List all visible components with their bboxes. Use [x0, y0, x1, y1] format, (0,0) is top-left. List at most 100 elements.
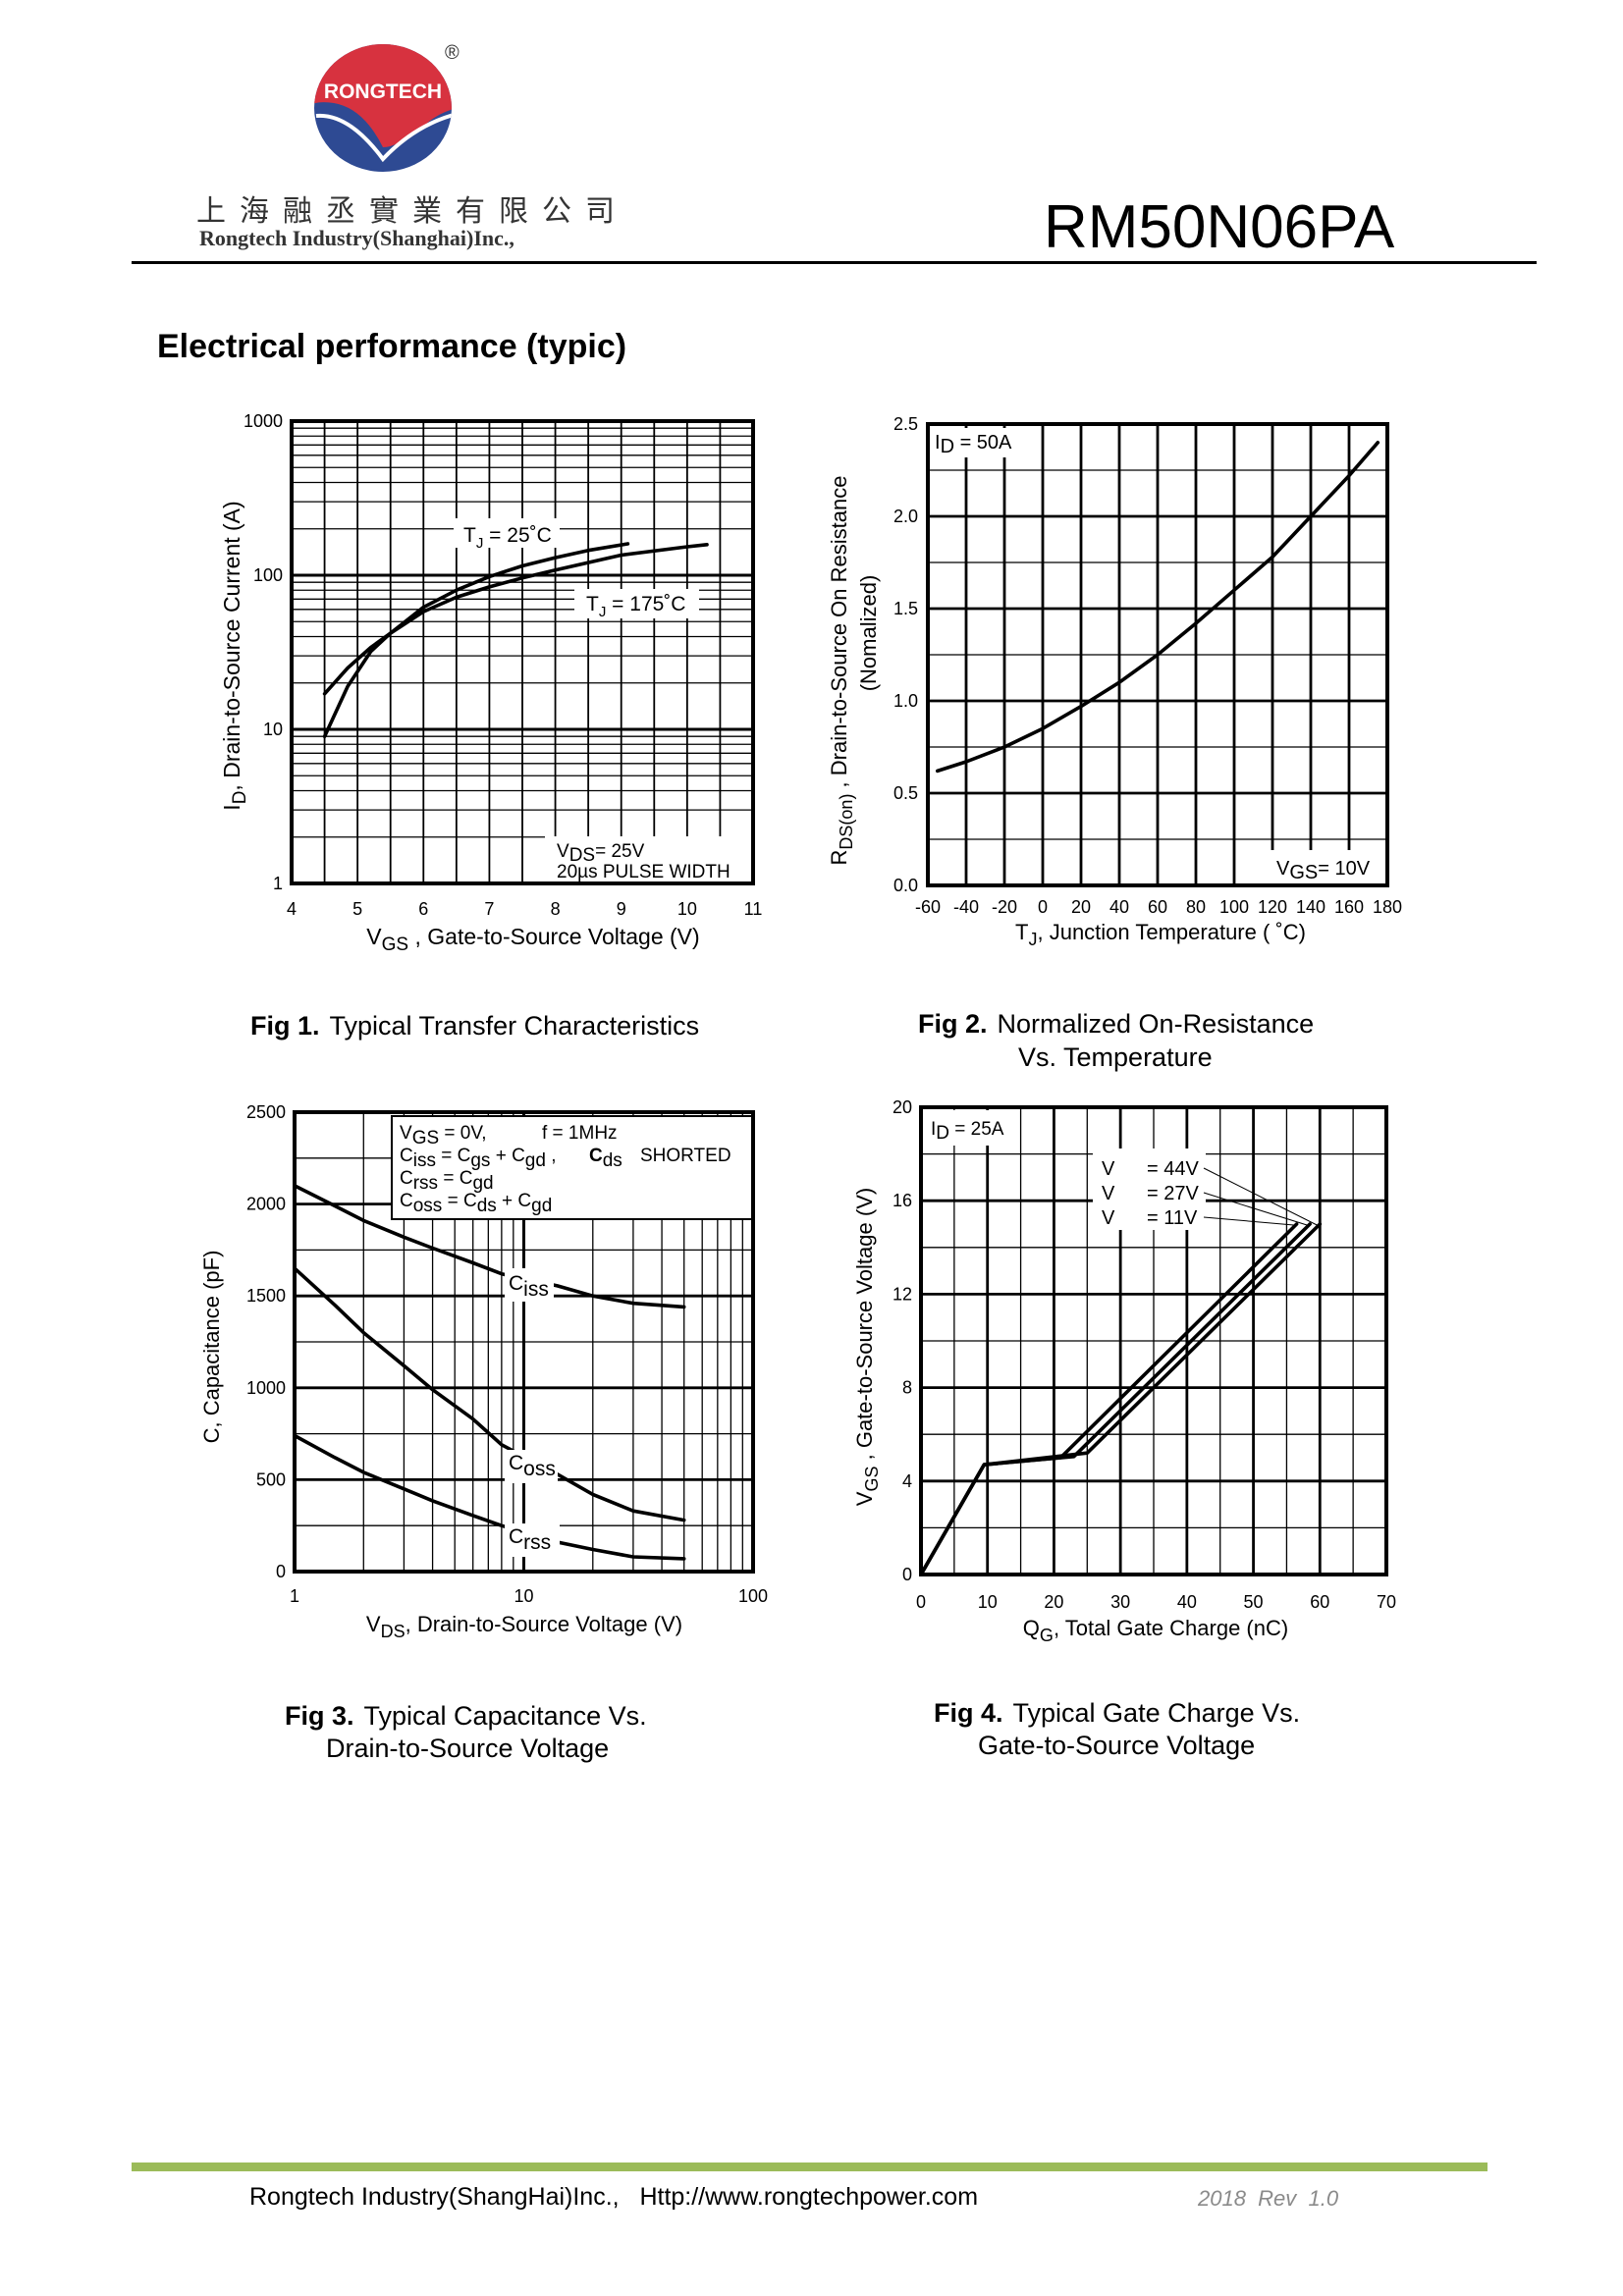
fig4-series-2-line — [919, 1222, 1312, 1576]
fig4-legend-27v: V = 27V — [1102, 1183, 1199, 1204]
fig3-legend-line4: Coss = Cds + Cgd — [400, 1191, 552, 1216]
fig3-legend-line1: VGS = 0V, — [400, 1123, 487, 1148]
footer-company: Rongtech Industry(ShangHai)Inc., — [249, 2183, 620, 2211]
fig2-condition-vgs: VGS= 10V — [1276, 858, 1371, 883]
fig2-x-axis-title: TJ, Junction Temperature ( ˚C) — [1015, 920, 1306, 949]
fig2-y-tick-label: 1.5 — [893, 599, 918, 618]
fig2-label-bg — [1270, 850, 1385, 883]
company-logo: RONGTECH ® — [314, 42, 460, 172]
fig1-x-tick-label: 6 — [418, 899, 428, 919]
fig2-x-tick-label: -60 — [915, 897, 941, 917]
fig4-y-tick-label: 16 — [893, 1191, 912, 1210]
fig1-x-tick-label: 8 — [551, 899, 561, 919]
fig2-x-tick-label: 60 — [1148, 897, 1167, 917]
fig4-leader-line — [1203, 1192, 1308, 1226]
fig1-x-tick-label: 7 — [484, 899, 494, 919]
fig1-ticks: 4 5 6 7 8 9 10 11 1000 100 10 1 — [243, 411, 762, 919]
fig4-legend-leaders — [1203, 1167, 1318, 1226]
fig1-series-label-25c: TJ = 25˚C — [463, 524, 552, 552]
fig2-x-tick-label: -40 — [953, 897, 979, 917]
fig2-x-tick-label: 80 — [1186, 897, 1206, 917]
fig2-y-tick-label: 0.5 — [893, 783, 918, 803]
fig2-series-1-line — [935, 440, 1380, 774]
fig3-y-tick-label: 500 — [256, 1469, 286, 1489]
fig3-y-tick-label: 0 — [276, 1562, 286, 1581]
fig1-plot-border — [290, 419, 755, 885]
fig4-x-tick-label: 70 — [1377, 1592, 1396, 1612]
company-name-chinese: 上海融丞實業有限公司 — [196, 194, 628, 229]
fig3-y-tick-label: 1500 — [246, 1286, 286, 1306]
fig1-series-2-line — [322, 542, 709, 696]
fig2-curves — [935, 440, 1380, 774]
header-divider — [132, 261, 1537, 264]
fig3-legend-line3: Crss = Cgd — [400, 1168, 494, 1194]
fig2-y-tick-label: 0.0 — [893, 876, 918, 895]
fig2-x-tick-label: 0 — [1038, 897, 1048, 917]
fig3-caption: Fig 3. Typical Capacitance Vs. — [285, 1701, 647, 1731]
fig4-x-tick-label: 10 — [978, 1592, 998, 1612]
fig2-x-tick-label: 160 — [1334, 897, 1364, 917]
fig2-caption-line2: Vs. Temperature — [1018, 1042, 1213, 1072]
fig3-y-axis-title: C, Capacitance (pF) — [199, 1251, 224, 1444]
fig1-x-tick-label: 10 — [677, 899, 697, 919]
fig4-x-tick-label: 40 — [1177, 1592, 1197, 1612]
fig3-plot-border — [293, 1110, 755, 1574]
fig4-legend-44v: V = 44V — [1102, 1158, 1199, 1180]
fig3-series-label-crss: Crss — [509, 1525, 551, 1554]
fig2-x-tick-label: -20 — [992, 897, 1017, 917]
fig3-x-axis-title: VDS, Drain-to-Source Voltage (V) — [366, 1612, 682, 1641]
fig4-y-tick-label: 0 — [902, 1565, 912, 1584]
fig2-chart: -60 -40 -20 0 20 40 60 80 100 120 140 160 180 0.0 0.5 1… — [827, 414, 1402, 1072]
fig2-x-tick-label: 100 — [1219, 897, 1249, 917]
fig2-x-tick-label: 40 — [1109, 897, 1129, 917]
fig3-caption-line2: Drain-to-Source Voltage — [326, 1734, 609, 1763]
fig4-curves — [919, 1222, 1323, 1576]
fig3-legend-shorted: SHORTED — [640, 1146, 731, 1166]
fig3-x-tick-label: 1 — [290, 1586, 299, 1606]
fig4-condition-id: ID = 25A — [931, 1119, 1004, 1144]
fig4-legend-bg — [1093, 1148, 1206, 1230]
fig2-x-tick-label: 120 — [1258, 897, 1287, 917]
fig4-caption: Fig 4. Typical Gate Charge Vs. — [934, 1698, 1300, 1728]
fig4-chart: 0 10 20 30 40 50 60 70 0 4 8 12 16 20 ID = 25A V = 44V… — [852, 1097, 1396, 1760]
fig4-x-tick-label: 0 — [916, 1592, 926, 1612]
fig2-condition-id: ID = 50A — [935, 432, 1012, 457]
fig3-y-tick-label: 2000 — [246, 1195, 286, 1214]
fig4-x-tick-label: 20 — [1044, 1592, 1063, 1612]
fig1-y-tick-label: 100 — [253, 565, 283, 585]
fig1-condition-vds: VDS= 25V — [557, 841, 645, 866]
footer-url: Http://www.rongtechpower.com — [639, 2183, 979, 2211]
fig4-legend-11v: V = 11V — [1102, 1207, 1198, 1229]
fig3-x-tick-label: 10 — [514, 1586, 533, 1606]
fig2-x-tick-label: 140 — [1296, 897, 1325, 917]
fig1-y-tick-label: 1000 — [243, 411, 283, 431]
fig2-y-tick-label: 2.5 — [893, 414, 918, 434]
fig3-series-label-coss: Coss — [509, 1452, 556, 1480]
fig2-label-bg — [931, 428, 1023, 457]
fig3-series-2-line — [293, 1266, 686, 1522]
fig3-legend-cds: Cds — [589, 1146, 622, 1171]
fig1-series-label-175c: TJ = 175˚C — [586, 593, 685, 620]
fig1-y-axis-title: ID, Drain-to-Source Current (A) — [219, 501, 250, 810]
fig4-legend: V = 44V V = 27V V = 11V — [1102, 1158, 1199, 1229]
fig1-x-axis-title: VGS , Gate-to-Source Voltage (V) — [366, 924, 699, 955]
fig1-caption: Fig 1. Typical Transfer Characteristics — [250, 1011, 699, 1041]
fig3-legend-box — [391, 1115, 754, 1220]
fig1-x-tick-label: 11 — [744, 899, 763, 919]
fig3-series-1-line — [293, 1184, 686, 1309]
logo-text: RONGTECH — [324, 80, 442, 103]
fig1-conditions-bg — [545, 836, 753, 882]
fig4-leader-line — [1203, 1216, 1294, 1226]
fig3-series-3-line — [293, 1433, 686, 1561]
fig1-series-1-line — [322, 542, 630, 739]
fig1-x-tick-label: 5 — [352, 899, 362, 919]
registered-mark: ® — [445, 42, 460, 64]
logo-chevron — [315, 111, 452, 163]
fig1-x-tick-label: 9 — [617, 899, 626, 919]
fig2-x-tick-label: 20 — [1071, 897, 1091, 917]
fig3-x-tick-label: 100 — [738, 1586, 768, 1606]
fig3-legend-frequency: f = 1MHz — [542, 1123, 618, 1144]
fig3-label-bg — [505, 1523, 560, 1557]
fig3-label-bg — [505, 1268, 554, 1302]
fig4-y-tick-label: 20 — [893, 1097, 912, 1117]
